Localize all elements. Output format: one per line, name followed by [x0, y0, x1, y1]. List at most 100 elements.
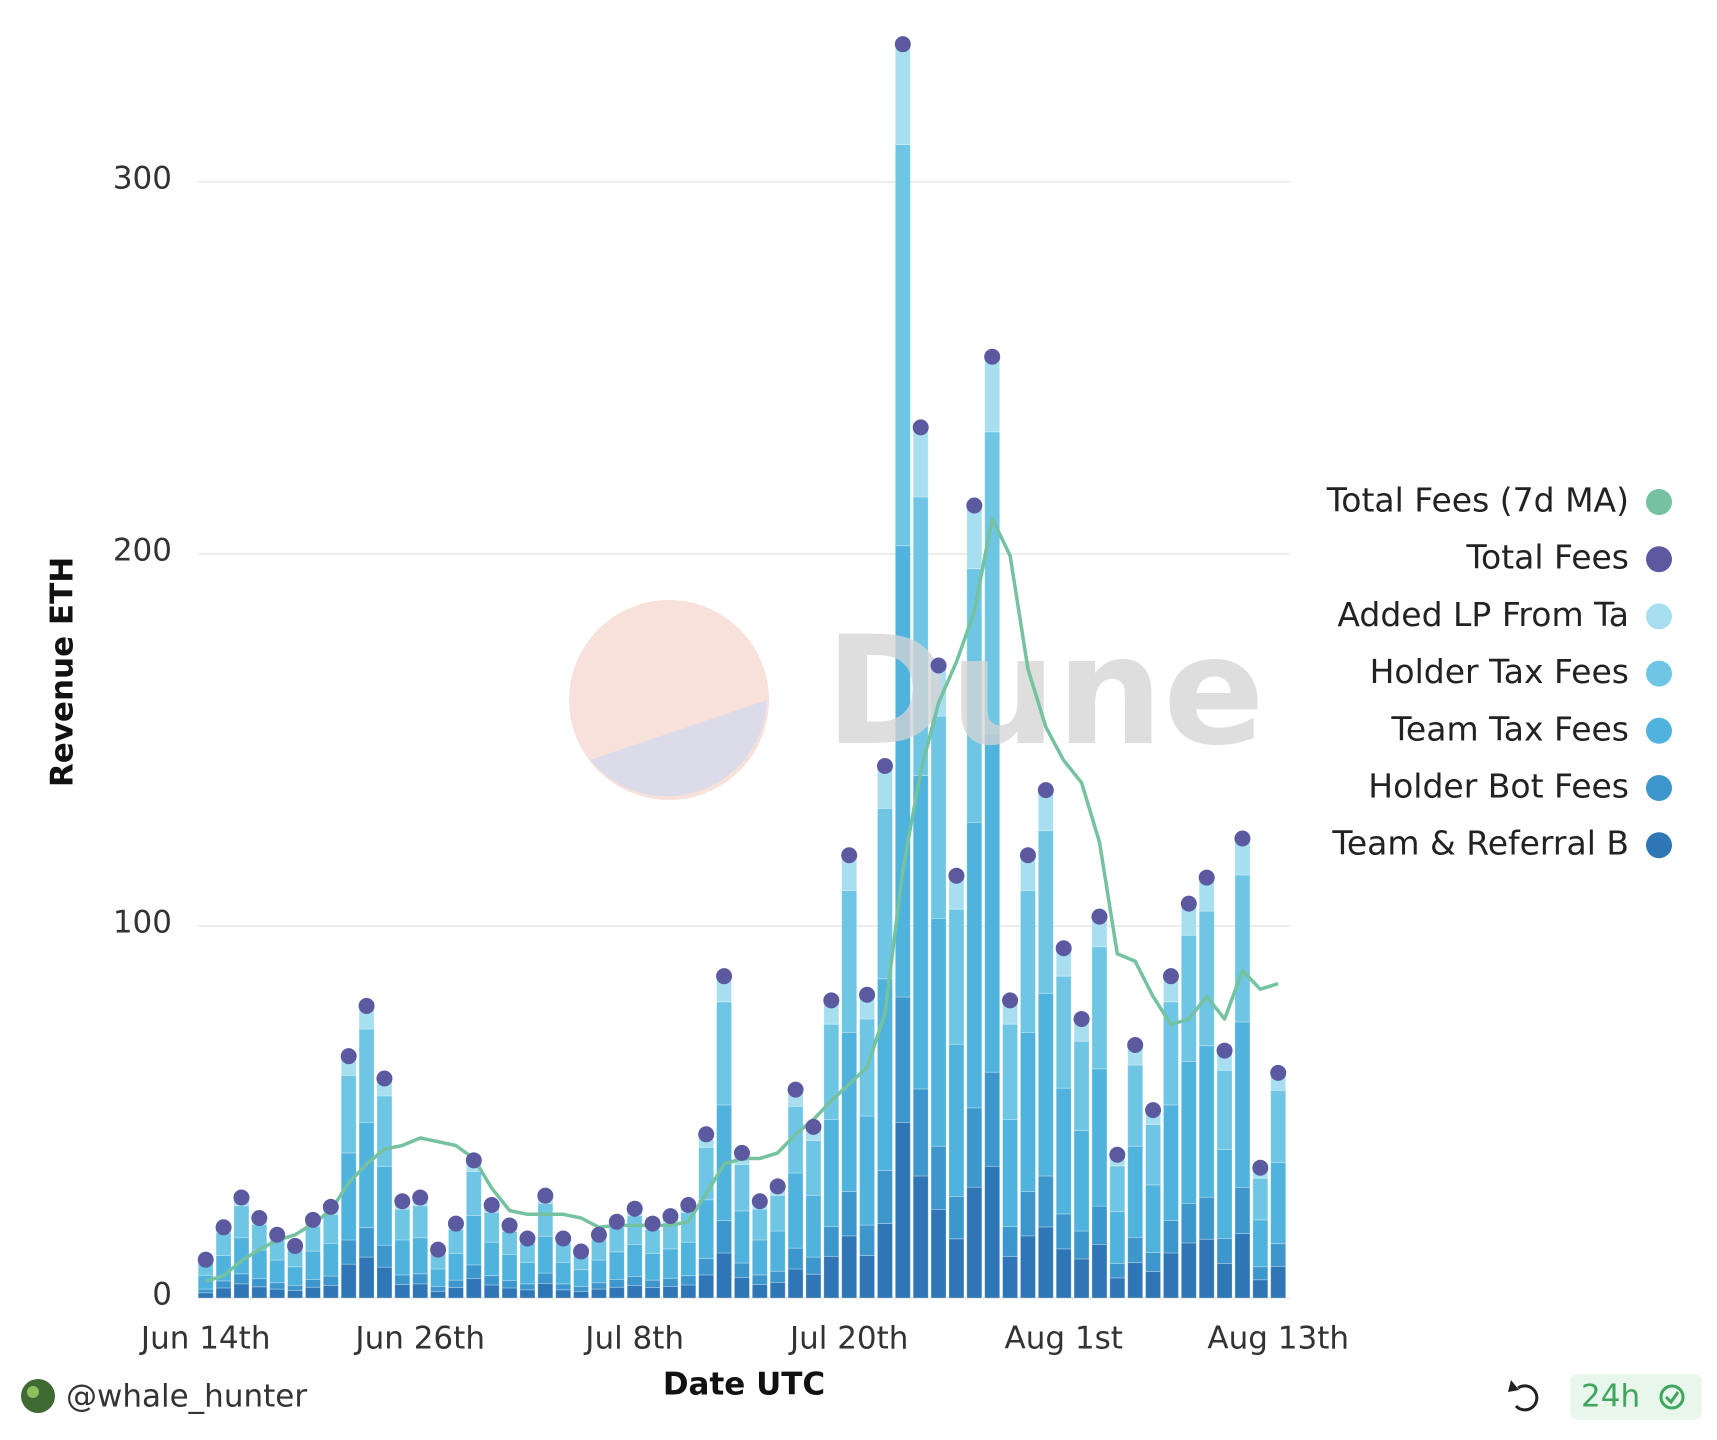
bar-segment	[769, 1281, 786, 1299]
bar-segment	[1109, 1277, 1126, 1299]
total-dot	[680, 1196, 697, 1213]
bar-segment	[394, 1274, 411, 1286]
bar-segment	[1109, 1165, 1126, 1213]
bar-segment	[1002, 1119, 1018, 1227]
bar-segment	[269, 1288, 286, 1299]
bar-segment	[501, 1287, 518, 1299]
bar-segment	[626, 1244, 643, 1277]
bar-segment	[1037, 830, 1054, 994]
total-dot	[912, 419, 929, 436]
bar-segment	[894, 996, 911, 1123]
total-dot	[465, 1152, 482, 1169]
total-dot	[930, 657, 947, 674]
total-dot	[1037, 782, 1054, 799]
x-tick-label: Jun 14th	[139, 1321, 271, 1357]
bar-segment	[841, 1191, 858, 1237]
bar-segment	[537, 1203, 554, 1237]
bar-segment	[626, 1276, 643, 1286]
bar-segment	[501, 1254, 518, 1281]
total-dot	[698, 1126, 715, 1143]
badge-check	[1664, 1391, 1680, 1405]
bar-segment	[805, 1273, 822, 1299]
bar-segment	[412, 1273, 429, 1285]
bar-segment	[787, 1172, 804, 1249]
bar-segment	[197, 1274, 214, 1290]
bar-segment	[394, 1208, 411, 1241]
bar-segment	[1198, 1045, 1215, 1198]
bar-segment	[894, 545, 911, 998]
x-tick-label: Jul 20th	[788, 1321, 909, 1357]
bar-segment	[465, 1264, 482, 1280]
total-dot	[1216, 1042, 1233, 1059]
bar-segment	[448, 1252, 464, 1281]
bar-segment	[465, 1278, 482, 1299]
bar-segment	[430, 1286, 446, 1292]
bar-segment	[698, 1199, 715, 1259]
bar-segment	[823, 1255, 840, 1299]
bar-segment	[1198, 910, 1215, 1047]
bar-segment	[1091, 1244, 1108, 1299]
bar-segment	[555, 1261, 572, 1285]
total-dot	[340, 1048, 357, 1065]
bar-segment	[1180, 1242, 1197, 1299]
bar-segment	[966, 822, 983, 1109]
total-dot	[304, 1211, 321, 1228]
bar-segment	[912, 1088, 929, 1177]
total-dot	[1002, 992, 1019, 1009]
bar-segment	[1270, 1089, 1287, 1163]
bar-segment	[966, 505, 983, 570]
watermark-text: Dune	[825, 605, 1265, 779]
legend-label: Team & Referral B	[1331, 824, 1629, 863]
username[interactable]: @whale_hunter	[66, 1379, 307, 1415]
bar-segment	[894, 1121, 911, 1299]
total-dot	[859, 986, 876, 1003]
bar-segment	[197, 1288, 214, 1294]
bar-segment	[412, 1237, 429, 1275]
bar-segment	[269, 1259, 286, 1284]
bar-segment	[322, 1213, 339, 1244]
bar-segment	[948, 1238, 965, 1299]
total-dot	[251, 1210, 268, 1227]
total-dot	[751, 1193, 768, 1210]
bar-segment	[1037, 1175, 1054, 1228]
bar-segment	[662, 1277, 679, 1287]
total-dot	[876, 757, 893, 774]
bar-segment	[501, 1231, 518, 1255]
bar-segment	[1073, 1230, 1090, 1260]
bar-segment	[1252, 1266, 1269, 1281]
total-dot	[1091, 908, 1108, 925]
bar-segment	[591, 1239, 607, 1261]
bar-segment	[412, 1283, 429, 1299]
bar-segment	[769, 1270, 786, 1283]
bar-segment	[1073, 1040, 1090, 1131]
bar-segment	[1055, 975, 1072, 1089]
bar-segment	[1127, 1236, 1144, 1264]
bar-segment	[859, 1224, 875, 1256]
bar-segment	[1145, 1124, 1161, 1186]
bar-segment	[769, 1230, 786, 1272]
refresh-icon[interactable]	[1514, 1384, 1539, 1412]
bar-segment	[1163, 1252, 1179, 1299]
bar-segment	[1180, 1203, 1197, 1244]
bar-segment	[1002, 1226, 1018, 1257]
total-dot	[948, 867, 965, 884]
bar-segment	[734, 1262, 750, 1278]
bar-segment	[644, 1279, 661, 1288]
bar-segment	[644, 1252, 661, 1281]
bar-segment	[376, 1165, 393, 1246]
avatar[interactable]	[21, 1379, 55, 1413]
legend-label: Team Tax Fees	[1390, 709, 1629, 748]
bar-segment	[716, 1220, 732, 1254]
bar-segment	[1127, 1064, 1144, 1147]
bar-segment	[358, 1028, 375, 1123]
x-axis-title: Date UTC	[663, 1367, 825, 1403]
bar-segment	[394, 1239, 411, 1276]
total-dot	[537, 1187, 554, 1204]
bar-segment	[984, 356, 1001, 433]
bar-segment	[1055, 1248, 1072, 1299]
bar-segment	[573, 1286, 589, 1292]
bar-segment	[877, 1223, 893, 1299]
bar-segment	[1270, 1243, 1287, 1267]
total-dot	[662, 1208, 679, 1225]
bar-segment	[734, 1164, 750, 1212]
